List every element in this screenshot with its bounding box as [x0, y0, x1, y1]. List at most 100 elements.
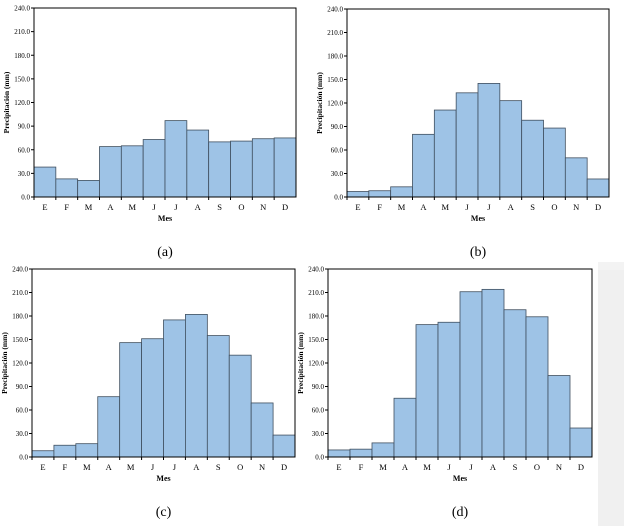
- bar-f-1: [55, 178, 79, 198]
- y-tick-label: 120.0: [14, 99, 30, 107]
- y-tick-label: 240.0: [14, 5, 30, 13]
- x-tick-label: E: [336, 462, 341, 472]
- x-tick-label: A: [508, 202, 515, 212]
- x-tick-label: A: [193, 462, 200, 472]
- bar-a-3: [99, 146, 122, 198]
- y-tick-label: 90.0: [16, 383, 29, 391]
- y-tick-label: 180.0: [308, 313, 324, 321]
- bar-a-3: [97, 396, 121, 458]
- y-tick-label: 0.0: [21, 194, 30, 202]
- x-tick-label: M: [127, 462, 135, 472]
- y-tick-label: 30.0: [18, 170, 31, 178]
- x-tick-label: O: [534, 462, 540, 472]
- x-tick-label: D: [595, 202, 601, 212]
- x-tick-label: O: [238, 202, 244, 212]
- x-axis-title: Mes: [156, 474, 170, 483]
- x-tick-label: E: [42, 202, 47, 212]
- x-tick-label: D: [281, 462, 287, 472]
- x-tick-label: A: [490, 462, 497, 472]
- y-tick-label: 210.0: [14, 28, 30, 36]
- y-tick-label: 30.0: [331, 170, 344, 178]
- chart-caption: (d): [452, 505, 469, 520]
- bar-m-4: [433, 109, 457, 198]
- x-tick-label: N: [259, 462, 265, 472]
- x-axis-title: Mes: [471, 214, 485, 223]
- x-tick-label: S: [530, 202, 535, 212]
- bar-a-3: [393, 397, 417, 458]
- bar-e-0: [31, 450, 55, 458]
- x-tick-label: S: [217, 202, 222, 212]
- bar-o-9: [543, 127, 566, 198]
- y-axis-title: Precipitación (mm): [2, 71, 11, 133]
- bar-o-9: [525, 316, 549, 458]
- x-tick-label: J: [447, 462, 451, 472]
- y-tick-label: 180.0: [12, 313, 28, 321]
- bar-m-4: [119, 342, 142, 458]
- bar-a-7: [499, 100, 523, 198]
- y-tick-label: 240.0: [327, 6, 343, 14]
- x-tick-label: J: [152, 202, 156, 212]
- y-tick-label: 0.0: [315, 454, 324, 462]
- bar-m-4: [415, 324, 439, 458]
- x-tick-label: N: [260, 202, 266, 212]
- x-tick-label: M: [423, 462, 431, 472]
- x-tick-label: M: [128, 202, 136, 212]
- x-tick-label: S: [513, 462, 518, 472]
- bar-m-2: [77, 180, 100, 198]
- x-tick-label: O: [237, 462, 243, 472]
- y-tick-label: 240.0: [12, 266, 28, 274]
- x-tick-label: J: [469, 462, 473, 472]
- x-tick-label: J: [465, 202, 469, 212]
- bar-m-2: [390, 186, 413, 198]
- x-tick-label: J: [174, 202, 178, 212]
- y-axis-title: Precipitación (mm): [0, 332, 9, 394]
- x-tick-label: A: [106, 462, 113, 472]
- chart-caption: (a): [157, 245, 173, 260]
- bar-f-1: [368, 190, 392, 198]
- chart-caption: (b): [470, 245, 487, 260]
- bar-j-6: [477, 83, 501, 198]
- bar-f-1: [349, 448, 373, 458]
- bar-o-9: [228, 354, 252, 458]
- y-tick-label: 180.0: [14, 52, 30, 60]
- bar-d-11: [569, 427, 593, 458]
- bar-a-7: [481, 288, 505, 458]
- bar-a-7: [185, 314, 208, 458]
- x-tick-label: A: [195, 202, 202, 212]
- bar-j-5: [455, 92, 479, 198]
- chart-3: 0.0 30.0 60.0 90.0 120.0 150.0 180.0 210.0 240.0…: [296, 266, 593, 520]
- x-tick-label: J: [151, 462, 155, 472]
- bar-j-5: [437, 321, 461, 458]
- bar-f-1: [53, 444, 77, 458]
- x-tick-label: F: [377, 202, 382, 212]
- bar-e-0: [327, 449, 351, 458]
- x-tick-label: J: [173, 462, 177, 472]
- bar-o-9: [230, 140, 253, 198]
- bar-a-3: [412, 133, 435, 198]
- bar-j-5: [142, 139, 166, 198]
- y-axis-title: Precipitación (mm): [296, 332, 305, 394]
- y-tick-label: 90.0: [18, 123, 31, 131]
- y-tick-label: 60.0: [18, 146, 31, 154]
- bar-d-11: [272, 434, 296, 458]
- bar-s-8: [503, 309, 527, 458]
- y-tick-label: 210.0: [308, 289, 324, 297]
- y-tick-label: 150.0: [308, 336, 324, 344]
- bar-e-0: [33, 166, 57, 198]
- bar-j-6: [164, 120, 188, 198]
- y-tick-label: 60.0: [16, 407, 29, 415]
- y-axis-title: Precipitación (mm): [315, 72, 324, 134]
- y-tick-label: 90.0: [312, 383, 325, 391]
- x-tick-label: E: [355, 202, 360, 212]
- x-axis-title: Mes: [453, 474, 467, 483]
- bar-n-10: [250, 402, 274, 458]
- y-tick-label: 150.0: [12, 336, 28, 344]
- x-tick-label: J: [487, 202, 491, 212]
- bar-j-6: [163, 319, 186, 458]
- x-tick-label: N: [573, 202, 579, 212]
- y-tick-label: 180.0: [327, 53, 343, 61]
- y-tick-label: 30.0: [16, 430, 29, 438]
- y-tick-label: 30.0: [312, 430, 325, 438]
- x-tick-label: S: [216, 462, 221, 472]
